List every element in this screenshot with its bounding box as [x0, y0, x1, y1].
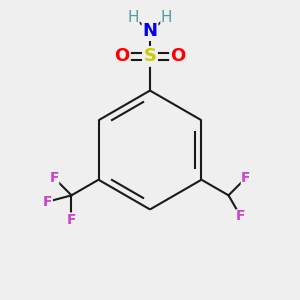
Text: F: F: [50, 171, 59, 185]
Text: F: F: [241, 171, 250, 185]
Text: O: O: [171, 47, 186, 65]
Text: S: S: [143, 47, 157, 65]
Text: F: F: [236, 209, 245, 224]
Text: H: H: [128, 10, 140, 25]
Text: F: F: [43, 195, 53, 208]
Text: O: O: [114, 47, 129, 65]
Text: N: N: [142, 22, 158, 40]
Text: H: H: [160, 10, 172, 25]
Text: F: F: [67, 213, 76, 227]
